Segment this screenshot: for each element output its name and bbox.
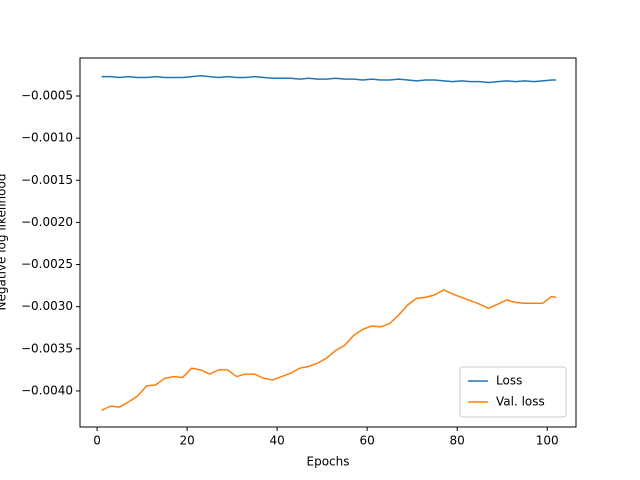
x-tick-label: 20 [179, 434, 194, 448]
y-axis-label: Negative log likelihood [0, 174, 9, 311]
x-tick-label: 80 [450, 434, 465, 448]
y-tick-label: −0.0040 [21, 383, 73, 397]
x-axis-label: Epochs [307, 455, 350, 469]
x-tick-label: 0 [93, 434, 101, 448]
legend-box [459, 366, 567, 418]
x-tick-label: 100 [536, 434, 559, 448]
y-tick-label: −0.0005 [21, 89, 73, 103]
plot-frame [79, 57, 577, 428]
y-tick-label: −0.0025 [21, 257, 73, 271]
line [101, 288, 557, 411]
x-tick-label: 60 [360, 434, 375, 448]
y-tick-label: −0.0035 [21, 341, 73, 355]
legend-label: Val. loss [496, 395, 545, 409]
legend-label: Loss [496, 374, 522, 388]
y-tick-label: −0.0015 [21, 173, 73, 187]
line [101, 75, 557, 84]
y-tick-label: −0.0020 [21, 215, 73, 229]
y-tick-label: −0.0030 [21, 299, 73, 313]
x-tick-label: 40 [269, 434, 284, 448]
y-tick-label: −0.0010 [21, 131, 73, 145]
